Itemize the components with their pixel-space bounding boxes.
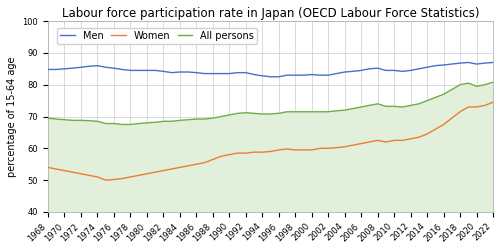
- Title: Labour force participation rate in Japan (OECD Labour Force Statistics): Labour force participation rate in Japan…: [62, 7, 480, 20]
- Men: [152, 69, 158, 72]
- All persons: [490, 81, 496, 84]
- Women: [449, 116, 455, 119]
- All persons: [136, 122, 141, 125]
- All persons: [45, 116, 51, 119]
- Y-axis label: percentage of 15-64 age: percentage of 15-64 age: [7, 56, 17, 177]
- Women: [94, 176, 100, 178]
- Line: All persons: All persons: [48, 82, 493, 124]
- Line: Men: Men: [48, 62, 493, 77]
- Men: [210, 72, 216, 75]
- All persons: [94, 120, 100, 123]
- All persons: [482, 83, 488, 86]
- Men: [128, 69, 134, 72]
- Women: [45, 166, 51, 169]
- Line: Women: Women: [48, 102, 493, 180]
- Men: [482, 62, 488, 64]
- All persons: [119, 123, 125, 126]
- Men: [94, 64, 100, 67]
- Men: [490, 61, 496, 64]
- Men: [449, 62, 455, 66]
- Legend: Men, Women, All persons: Men, Women, All persons: [58, 28, 257, 44]
- Women: [102, 179, 108, 182]
- Women: [218, 155, 224, 158]
- Women: [490, 101, 496, 104]
- All persons: [218, 115, 224, 118]
- All persons: [449, 88, 455, 91]
- Women: [160, 169, 166, 172]
- Women: [136, 174, 141, 177]
- Men: [45, 68, 51, 71]
- Women: [482, 104, 488, 107]
- Men: [466, 61, 471, 64]
- All persons: [160, 120, 166, 123]
- Men: [268, 75, 274, 78]
